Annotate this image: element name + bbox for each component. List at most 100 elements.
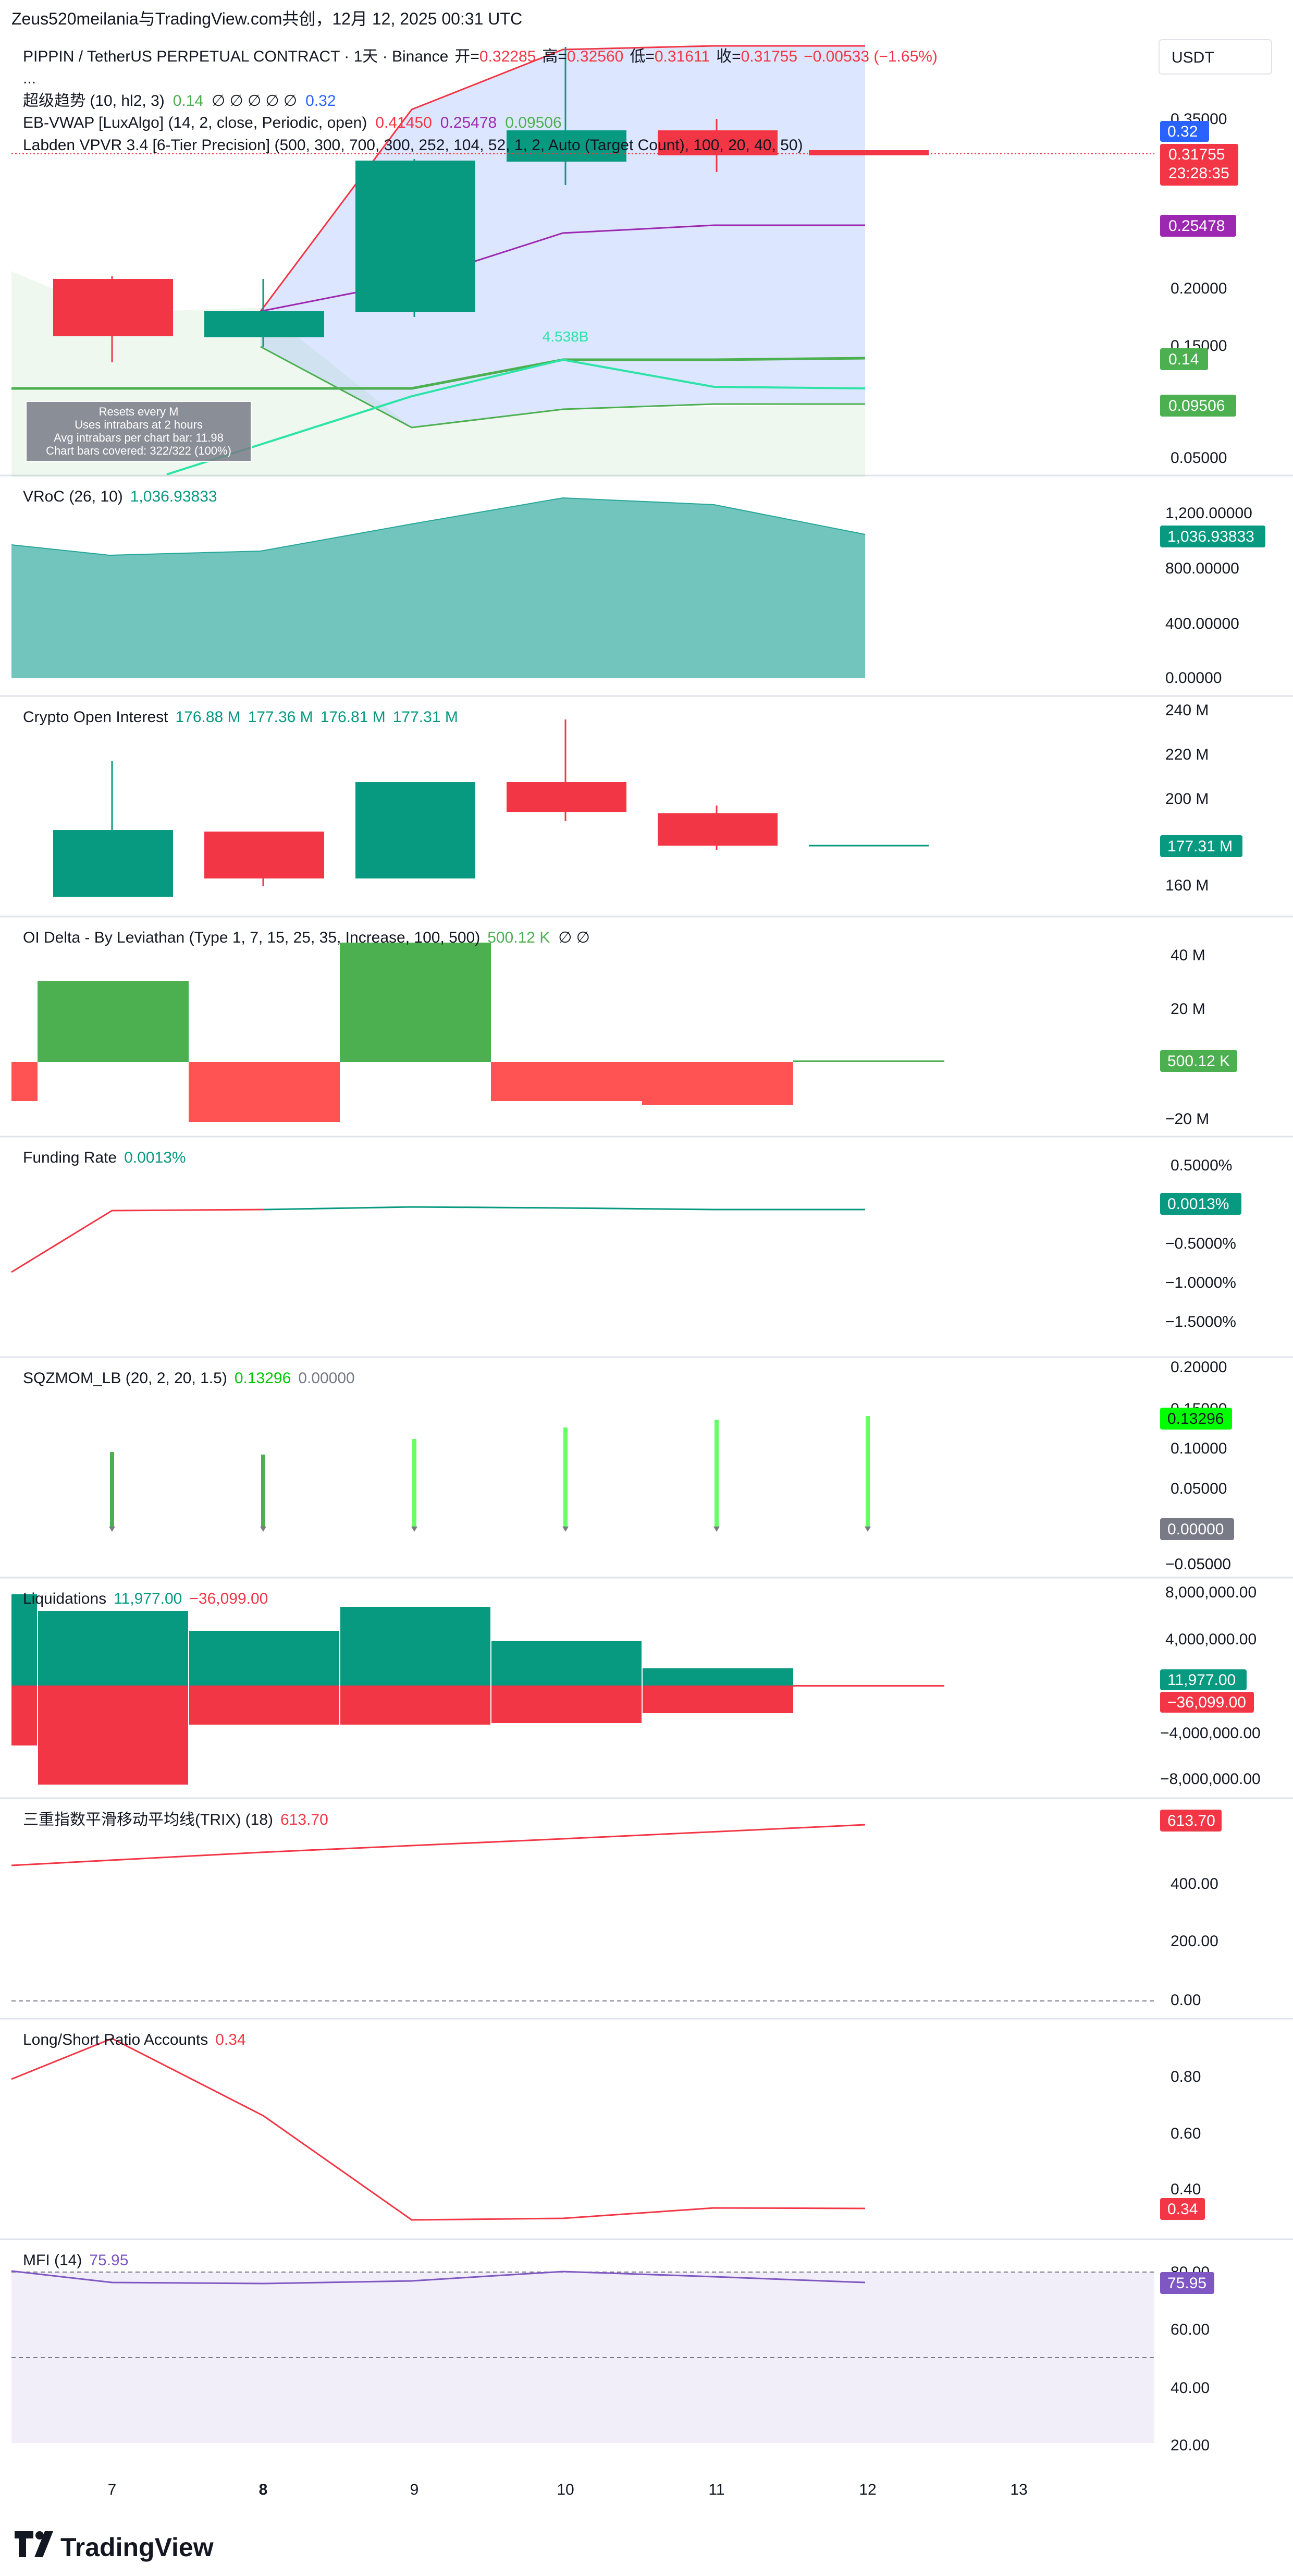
- liq-long-bar[interactable]: [491, 1641, 642, 1686]
- oidelta-axis-label: −20 M: [1165, 1110, 1209, 1128]
- oidelta-bar[interactable]: [340, 943, 491, 1062]
- candle[interactable]: [53, 279, 173, 336]
- liq-value-short: −36,099.00: [189, 1590, 268, 1607]
- liq-short-bar[interactable]: [491, 1686, 642, 1723]
- liq-short-bar[interactable]: [11, 1686, 38, 1745]
- liq-short-bar[interactable]: [38, 1686, 189, 1785]
- tradingview-logo[interactable]: TradingView: [15, 2531, 214, 2562]
- info-box-bg: [26, 401, 252, 462]
- sqz-bar[interactable]: [866, 1416, 870, 1528]
- oi-value-tag: [1160, 835, 1242, 857]
- oi-candle[interactable]: [507, 782, 626, 812]
- liq-long-bar[interactable]: [642, 1668, 793, 1686]
- vpvr-legend[interactable]: Labden VPVR 3.4 [6-Tier Precision] (500,…: [23, 137, 803, 154]
- lsr-legend[interactable]: Long/Short Ratio Accounts 0.34: [23, 2031, 246, 2048]
- candle[interactable]: [507, 130, 626, 162]
- price-axis-label: 0.05000: [1171, 449, 1227, 467]
- sqz-bar[interactable]: [261, 1455, 265, 1528]
- liq-long-bar[interactable]: [11, 1594, 38, 1686]
- oi-candle[interactable]: [204, 832, 324, 878]
- info-box-line: Resets every M: [99, 405, 179, 418]
- liq-axis-label: −8,000,000.00: [1160, 1771, 1261, 1788]
- candle[interactable]: [204, 311, 324, 337]
- oi-legend[interactable]: Crypto Open Interest 176.88 M 177.36 M 176.…: [23, 709, 458, 726]
- lsr-pane: Long/Short Ratio Accounts 0.34 0.80 0.60 …: [11, 2031, 1205, 2221]
- candle[interactable]: [355, 161, 475, 312]
- sqz-bar[interactable]: [715, 1420, 719, 1528]
- time-axis[interactable]: 7 8 9 10 11 12 13: [108, 2481, 1028, 2498]
- oidelta-bar[interactable]: [189, 1062, 340, 1122]
- time-axis-label: 13: [1010, 2481, 1027, 2498]
- oidelta-legend[interactable]: OI Delta - By Leviathan (Type 1, 7, 15, …: [23, 929, 590, 946]
- liq-short-bar[interactable]: [793, 1685, 944, 1687]
- sqz-bar[interactable]: [110, 1452, 114, 1528]
- oidelta-value: 500.12 K: [487, 929, 550, 946]
- trix-pane: 三重指数平滑移动平均线(TRIX) (18) 613.70 400.00 200.…: [11, 1810, 1222, 2009]
- tradingview-logo-icon: [15, 2531, 53, 2557]
- oidelta-na-symbols: ∅ ∅: [558, 929, 590, 946]
- price-candles[interactable]: [53, 47, 929, 362]
- countdown-tag-text: 23:28:35: [1168, 165, 1229, 182]
- funding-legend[interactable]: Funding Rate 0.0013%: [23, 1149, 186, 1166]
- trix-legend[interactable]: 三重指数平滑移动平均线(TRIX) (18) 613.70: [23, 1811, 328, 1828]
- vpvr-volume-label: 4.538B: [543, 328, 589, 345]
- tradingview-logo-text: TradingView: [60, 2533, 214, 2562]
- ohlc-high-value: 0.32560: [567, 48, 623, 65]
- liq-long-bar[interactable]: [38, 1611, 189, 1686]
- lsr-value-tag-text: 0.34: [1167, 2201, 1198, 2218]
- oi-pane: Crypto Open Interest 176.88 M 177.36 M 176.…: [23, 702, 1242, 897]
- vwap-lower-band: [260, 346, 865, 429]
- vroc-axis-label: 0.00000: [1165, 669, 1222, 687]
- lsr-axis-label: 0.80: [1171, 2068, 1201, 2085]
- symbol-legend[interactable]: PIPPIN / TetherUS PERPETUAL CONTRACT · 1…: [23, 48, 938, 65]
- legend-ellipsis[interactable]: ...: [23, 70, 36, 87]
- sqz-name: SQZMOM_LB (20, 2, 20, 1.5): [23, 1370, 227, 1387]
- supertrend-legend[interactable]: 超级趋势 (10, hl2, 3) 0.14 ∅ ∅ ∅ ∅ ∅ 0.32: [23, 92, 336, 109]
- sqz-legend[interactable]: SQZMOM_LB (20, 2, 20, 1.5) 0.13296 0.00000: [23, 1370, 355, 1387]
- oidelta-bar[interactable]: [793, 1060, 944, 1062]
- oi-candle[interactable]: [355, 782, 475, 878]
- oidelta-bar[interactable]: [38, 981, 189, 1062]
- ohlc-low-label: 低=: [630, 48, 655, 65]
- ohlc-change-value: −0.00533 (−1.65%): [804, 48, 938, 65]
- funding-line-up: [263, 1206, 865, 1211]
- liq-short-bar[interactable]: [642, 1686, 793, 1713]
- currency-label: USDT: [1172, 49, 1214, 66]
- lsr-value-tag: [1160, 2198, 1205, 2220]
- sqz-bar[interactable]: [563, 1427, 568, 1528]
- vpvr-info-box: Resets every M Uses intrabars at 2 hours…: [26, 401, 252, 462]
- liq-short-bar[interactable]: [189, 1686, 340, 1725]
- oi-candle[interactable]: [53, 830, 173, 897]
- oi-axis-label: 160 M: [1165, 877, 1209, 894]
- mfi-axis-label: 20.00: [1171, 2437, 1210, 2454]
- liq-long-bar[interactable]: [340, 1607, 491, 1686]
- vroc-legend[interactable]: VRoC (26, 10) 1,036.93833: [23, 488, 217, 505]
- candle[interactable]: [658, 130, 778, 155]
- currency-box[interactable]: [1159, 39, 1272, 75]
- oidelta-bar[interactable]: [642, 1062, 793, 1105]
- sqz-zero-markers: [109, 1527, 871, 1532]
- sqz-bar[interactable]: [412, 1439, 416, 1528]
- candle[interactable]: [809, 150, 929, 155]
- oi-name: Crypto Open Interest: [23, 709, 168, 726]
- liq-short-bar[interactable]: [340, 1686, 491, 1725]
- mfi-value-tag: [1160, 2272, 1214, 2294]
- sqz-value-tag: [1160, 1408, 1232, 1430]
- oidelta-bar[interactable]: [11, 1062, 38, 1101]
- mfi-value-tag-text: 75.95: [1167, 2275, 1206, 2292]
- supertrend-value-2: 0.32: [305, 92, 336, 109]
- oidelta-value-tag: [1160, 1050, 1237, 1072]
- liq-legend[interactable]: Liquidations 11,977.00 −36,099.00: [23, 1590, 268, 1607]
- sqz-axis-label: −0.05000: [1165, 1556, 1231, 1573]
- info-box-line: Uses intrabars at 2 hours: [75, 418, 203, 431]
- lsr-value: 0.34: [215, 2031, 245, 2048]
- oi-candle[interactable]: [658, 813, 778, 846]
- vroc-pane: VRoC (26, 10) 1,036.93833 1,200.00000 800…: [11, 488, 1265, 687]
- liq-long-bar[interactable]: [189, 1631, 340, 1686]
- vwap-value-1: 0.41450: [375, 114, 432, 131]
- vwap-legend[interactable]: EB-VWAP [LuxAlgo] (14, 2, close, Periodi…: [23, 114, 562, 131]
- oidelta-bar[interactable]: [491, 1062, 642, 1101]
- supertrend-value-tag: [1160, 348, 1208, 370]
- mfi-legend[interactable]: MFI (14) 75.95: [23, 2252, 128, 2269]
